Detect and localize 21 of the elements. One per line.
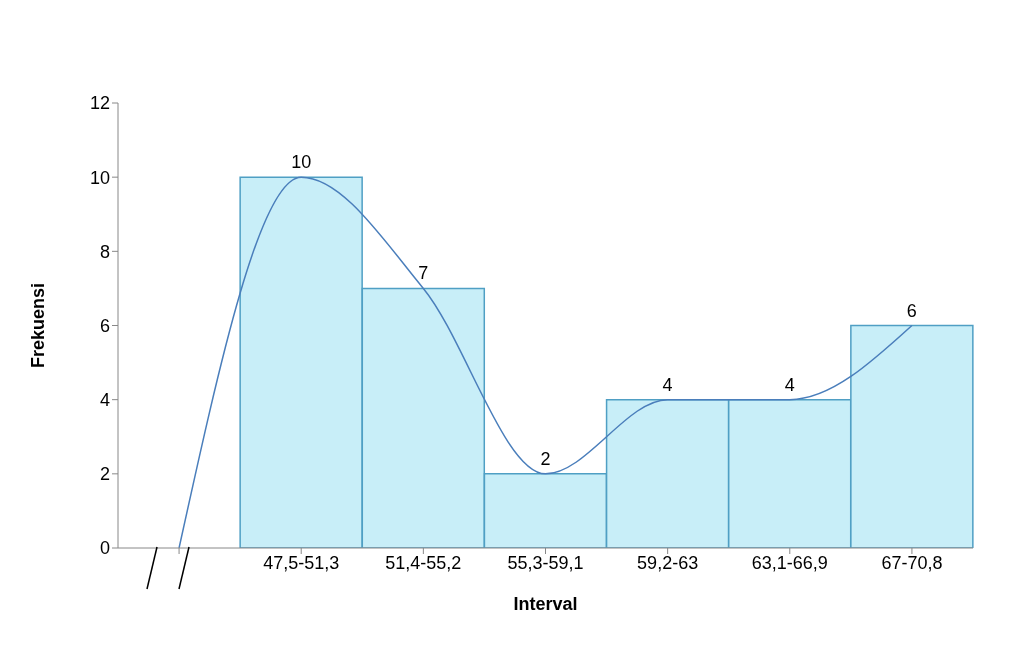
x-tick-label: 47,5-51,3 [263, 552, 340, 573]
data-label: 2 [540, 448, 551, 469]
data-label: 10 [291, 152, 312, 173]
y-tick-label: 8 [99, 241, 110, 262]
data-label: 4 [662, 374, 673, 395]
x-tick-label: 55,3-59,1 [507, 552, 584, 573]
data-label: 4 [784, 374, 795, 395]
y-tick-label: 2 [99, 464, 110, 485]
x-tick-label: 51,4-55,2 [385, 552, 462, 573]
y-tick-label: 0 [99, 538, 110, 559]
x-tick-label: 63,1-66,9 [751, 552, 828, 573]
x-tick-label: 67-70,8 [881, 552, 943, 573]
y-tick-label: 6 [99, 315, 110, 336]
y-tick-label: 10 [89, 167, 110, 188]
x-axis-title: Interval [513, 594, 578, 614]
y-axis-title: Frekuensi [28, 282, 49, 369]
y-tick-label: 12 [89, 93, 110, 114]
x-tick-label: 59,2-63 [637, 552, 699, 573]
data-label: 7 [418, 263, 429, 284]
data-label: 6 [906, 300, 917, 321]
y-tick-label: 4 [99, 390, 110, 411]
